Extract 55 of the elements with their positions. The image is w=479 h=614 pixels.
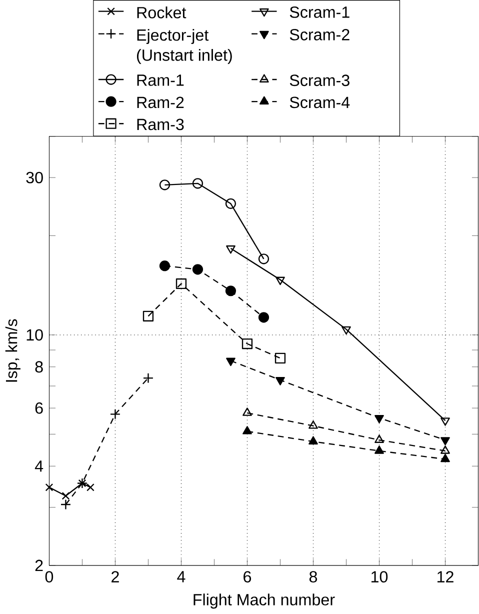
x-tick-label: 4 [177,571,186,582]
point [176,278,187,289]
point [258,254,270,264]
point [192,264,204,275]
legend-label: Ram-1 [138,74,184,86]
point [242,426,252,434]
legend-label: Ram-2 [138,96,184,108]
point [440,454,450,462]
point [374,434,384,443]
x-tick-label: 0 [46,571,54,583]
point [226,358,236,366]
y-tick-label: 6 [36,402,44,414]
point [160,180,170,190]
y-tick-label: 8 [35,361,44,373]
point [308,436,318,444]
legend-label: Scram-3 [290,74,350,86]
point [342,326,352,335]
point [62,492,70,500]
x-tick-label: 12 [438,571,454,582]
point [86,483,95,492]
point [440,437,450,446]
legend-label: Ejector-jet (Unstart inlet) [137,28,232,64]
y-tick-label: 4 [35,460,44,472]
y-axis-title: Isp, km/s [6,319,21,382]
point [276,276,286,286]
point [440,446,450,454]
legend-label: Ram-3 [138,118,184,130]
point [308,420,318,429]
point [440,418,450,426]
y-tick-label: 30 [26,172,44,184]
point [192,178,204,189]
point [226,245,236,254]
legend-label: Rocket [138,6,186,18]
point [242,408,252,416]
x-tick-label: 2 [112,571,120,582]
legend-label: Scram-1 [290,6,350,18]
point [226,286,236,296]
point [242,338,253,350]
x-tick-label: 10 [372,571,388,583]
y-tick-label: 2 [36,560,43,572]
point [160,260,170,272]
point [46,483,54,492]
x-tick-label: 8 [310,571,318,583]
x-tick-label: 6 [244,571,252,583]
point [276,377,286,386]
point [275,352,286,364]
legend-label: Scram-4 [290,96,350,108]
point [374,446,384,454]
legend-label: Scram-2 [290,28,350,40]
y-tick-label: 10 [27,329,44,341]
x-axis-title: Flight Mach number [194,594,335,609]
point [258,312,270,323]
point [143,310,154,322]
point [374,414,384,424]
point [226,198,236,209]
